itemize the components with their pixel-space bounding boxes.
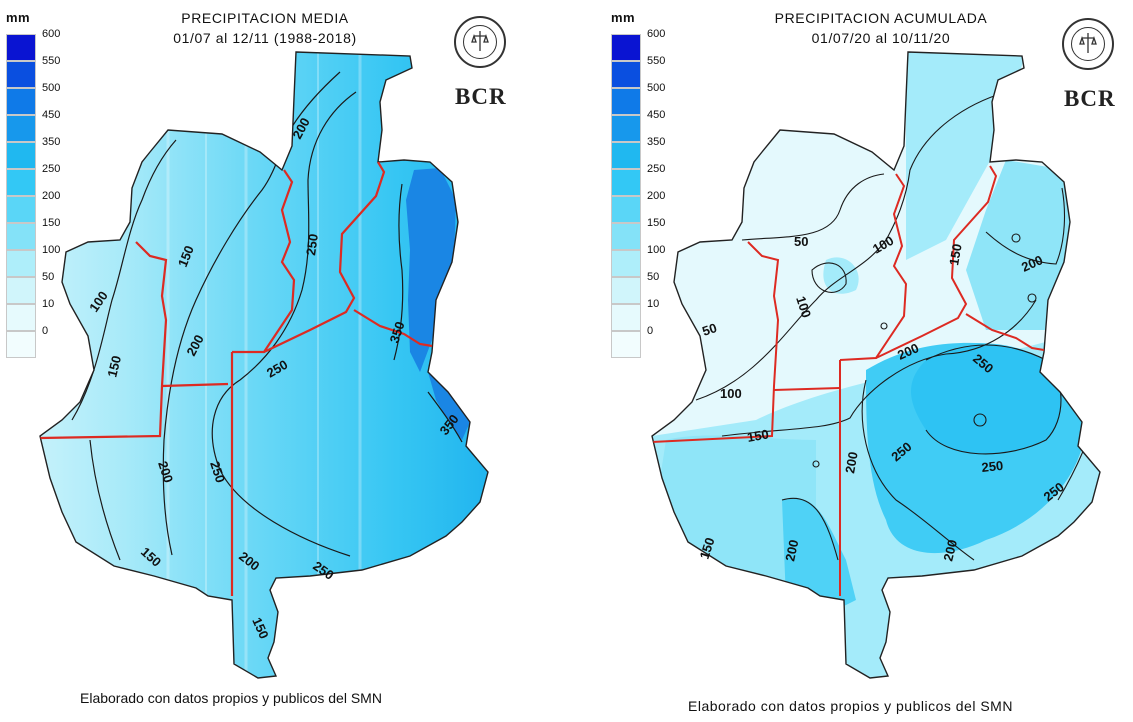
contour-label: 150 <box>946 243 965 267</box>
map-title-line2: 01/07/20 al 10/11/20 <box>811 30 951 46</box>
legend-tick-label: 150 <box>647 217 666 229</box>
legend-tick-label: 350 <box>647 136 666 148</box>
contour-label: 200 <box>940 538 960 563</box>
legend-swatch <box>6 223 36 250</box>
legend-tick-label: 0 <box>42 325 49 337</box>
legend-swatch <box>6 88 36 115</box>
legend-tick-label: 450 <box>647 109 666 121</box>
legend-tick-label: 250 <box>42 163 61 175</box>
legend-tick-label: 550 <box>647 55 666 67</box>
map-acumulada: 50 100 150 200 100 50 200 250 100 150 20… <box>651 51 1101 679</box>
contour-label: 150 <box>104 354 124 379</box>
map-footer: Elaborado con datos propios y publicos d… <box>80 690 382 706</box>
legend-tick-label: 450 <box>42 109 61 121</box>
map-panel-acumulada: mm 600 550 500 450 350 250 200 150 100 50 10 0 PREC… <box>566 0 1133 722</box>
legend-swatch <box>6 196 36 223</box>
legend-swatch <box>6 331 36 358</box>
legend-swatch <box>611 142 641 169</box>
contour-labels: 200 250 150 100 150 200 250 350 350 250 … <box>86 115 462 641</box>
map-title: PRECIPITACION ACUMULADA 01/07/20 al 10/1… <box>746 8 1016 48</box>
contour-label: 250 <box>981 458 1004 475</box>
legend-tick-label: 500 <box>42 82 61 94</box>
legend-swatch <box>611 61 641 88</box>
bcr-seal-icon <box>1062 18 1114 70</box>
map-title-line2: 01/07 al 12/11 (1988-2018) <box>173 30 357 46</box>
legend-swatch <box>6 61 36 88</box>
legend-unit: mm <box>611 10 636 25</box>
legend-swatch <box>611 115 641 142</box>
map-title-line1: PRECIPITACION ACUMULADA <box>774 10 988 26</box>
legend-tick-label: 50 <box>42 271 55 283</box>
bcr-logo-text: BCR <box>1064 86 1116 111</box>
legend-tick-label: 150 <box>42 217 61 229</box>
legend-tick-label: 100 <box>42 244 61 256</box>
map-media: 200 250 150 100 150 200 250 350 350 250 … <box>39 51 489 679</box>
legend-swatch <box>611 169 641 196</box>
legend-tick-label: 350 <box>42 136 61 148</box>
legend-tick-label: 250 <box>647 163 666 175</box>
legend-swatch <box>6 34 36 61</box>
legend-swatch <box>611 331 641 358</box>
legend-tick-label: 200 <box>647 190 666 202</box>
map-panel-media: mm 600 550 500 450 350 250 200 150 100 50 10 0 PREC… <box>0 0 566 722</box>
legend-tick-label: 600 <box>647 28 666 40</box>
bcr-seal-icon <box>454 16 506 68</box>
legend-swatch <box>6 115 36 142</box>
contour-label: 200 <box>782 538 801 562</box>
contour-label: 50 <box>700 320 718 339</box>
legend-tick-label: 500 <box>647 82 666 94</box>
map-title-line1: PRECIPITACION MEDIA <box>181 10 349 26</box>
contour-label: 100 <box>720 386 742 401</box>
legend-tick-label: 100 <box>647 244 666 256</box>
legend-tick-label: 200 <box>42 190 61 202</box>
contour-label: 50 <box>794 234 808 249</box>
legend-tick-label: 550 <box>42 55 61 67</box>
contour-label: 200 <box>842 451 861 475</box>
legend-unit: mm <box>6 10 31 25</box>
contour-label: 350 <box>387 320 408 345</box>
map-footer: Elaborado con datos propios y publicos d… <box>688 698 1013 714</box>
legend-swatch <box>6 250 36 277</box>
legend-tick-label: 10 <box>42 298 55 310</box>
map-title: PRECIPITACION MEDIA 01/07 al 12/11 (1988… <box>150 8 380 48</box>
legend-swatch <box>611 250 641 277</box>
contour-label: 250 <box>303 233 321 257</box>
legend-swatch <box>6 304 36 331</box>
legend-swatch <box>6 277 36 304</box>
legend-tick-label: 50 <box>647 271 660 283</box>
legend-swatch <box>611 277 641 304</box>
bcr-logo-text: BCR <box>455 84 507 109</box>
legend-tick-label: 0 <box>647 325 654 337</box>
contour-label: 150 <box>697 536 718 561</box>
contour-labels: 50 100 150 200 100 50 200 250 100 150 20… <box>697 233 1067 563</box>
legend-swatch <box>611 196 641 223</box>
contour-label: 150 <box>746 426 770 445</box>
legend-swatch <box>6 169 36 196</box>
legend-tick-label: 600 <box>42 28 61 40</box>
legend-swatch <box>611 304 641 331</box>
legend-tick-label: 10 <box>647 298 660 310</box>
legend-swatch <box>611 88 641 115</box>
contour-label: 200 <box>155 459 176 484</box>
legend-swatch <box>6 142 36 169</box>
legend-swatch <box>611 34 641 61</box>
legend-swatch <box>611 223 641 250</box>
contour-label: 250 <box>207 459 228 484</box>
contour-label: 100 <box>793 294 814 319</box>
